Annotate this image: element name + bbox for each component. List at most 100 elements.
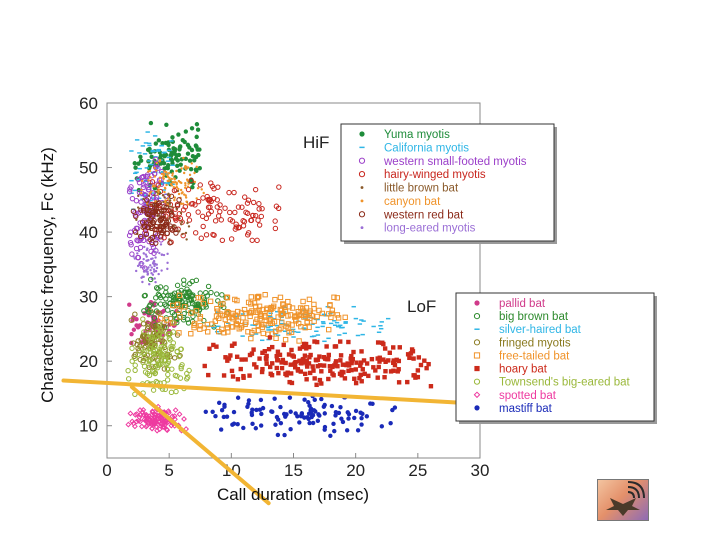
data-point	[148, 120, 154, 126]
data-point	[358, 372, 363, 378]
data-point	[296, 311, 302, 318]
data-point	[227, 216, 233, 223]
legend-box	[455, 292, 655, 422]
data-point	[302, 397, 307, 402]
data-point	[195, 127, 201, 132]
y-tick-label: 40	[79, 223, 98, 242]
data-point	[169, 345, 175, 352]
data-point	[180, 192, 184, 195]
legend-label: silver-haired bat	[499, 324, 582, 336]
data-point	[196, 186, 200, 190]
data-point	[235, 395, 241, 400]
data-point	[280, 302, 287, 308]
data-point	[243, 357, 248, 362]
data-point	[153, 247, 156, 251]
data-point	[153, 185, 156, 188]
data-point	[332, 344, 338, 349]
data-point	[218, 217, 224, 223]
data-point	[153, 295, 159, 301]
data-point	[163, 193, 169, 199]
data-point	[184, 286, 190, 292]
data-point	[170, 302, 176, 309]
data-point	[171, 174, 174, 177]
data-point	[426, 361, 431, 367]
data-point	[332, 428, 337, 434]
legend-marker	[473, 339, 481, 346]
data-point	[296, 338, 302, 344]
data-point	[200, 195, 206, 201]
data-point	[207, 346, 212, 351]
data-point	[262, 349, 267, 354]
data-point	[138, 337, 144, 343]
data-point	[227, 209, 233, 216]
data-point	[130, 340, 137, 346]
data-point	[149, 363, 155, 370]
data-point	[145, 211, 151, 218]
data-point	[138, 345, 144, 351]
data-point	[297, 346, 303, 351]
data-point	[176, 353, 182, 360]
data-point	[274, 353, 279, 359]
data-point	[181, 311, 187, 317]
data-point	[194, 122, 200, 127]
data-point	[156, 193, 160, 196]
data-point	[244, 200, 251, 206]
data-point	[158, 336, 164, 342]
data-point	[274, 365, 279, 371]
data-point	[152, 202, 158, 208]
scatter-points	[125, 120, 434, 439]
data-point	[258, 213, 265, 220]
data-point	[254, 295, 261, 301]
data-point	[153, 194, 156, 197]
data-point	[328, 433, 333, 439]
data-point	[164, 187, 167, 190]
data-point	[272, 225, 279, 232]
data-point	[255, 294, 261, 300]
data-point	[214, 344, 219, 349]
data-point	[405, 379, 410, 385]
data-point	[148, 169, 152, 173]
y-tick-label: 20	[79, 352, 98, 371]
data-point	[188, 310, 194, 316]
data-point	[285, 321, 292, 327]
data-point	[337, 371, 343, 376]
data-point	[172, 372, 179, 379]
data-point	[241, 425, 246, 431]
data-point	[208, 289, 214, 296]
data-point	[346, 368, 351, 374]
data-point	[138, 263, 141, 266]
data-point	[224, 322, 230, 328]
data-point	[132, 355, 138, 361]
data-point	[129, 418, 136, 425]
data-point	[155, 169, 158, 172]
data-point	[155, 190, 158, 194]
data-point	[144, 415, 150, 422]
data-point	[161, 194, 165, 197]
data-point	[154, 200, 157, 203]
data-point	[274, 414, 280, 420]
data-point	[129, 251, 135, 257]
data-point	[232, 341, 237, 346]
legend-label: free-tailed bat	[499, 350, 570, 362]
data-point	[129, 345, 135, 351]
data-point	[251, 300, 258, 306]
data-point	[310, 364, 315, 369]
data-point	[380, 340, 385, 345]
data-point	[135, 218, 138, 222]
data-point	[312, 397, 317, 403]
data-point	[155, 263, 158, 266]
data-point	[142, 369, 149, 375]
data-point	[260, 306, 266, 313]
data-point	[353, 380, 359, 386]
data-point	[413, 375, 418, 380]
data-point	[188, 201, 195, 207]
data-point	[315, 418, 321, 424]
data-point	[128, 184, 134, 190]
data-point	[276, 326, 282, 333]
legend-marker	[360, 226, 364, 230]
data-point	[142, 257, 145, 261]
data-point	[256, 201, 262, 207]
data-point	[383, 369, 388, 374]
data-point	[136, 161, 141, 166]
